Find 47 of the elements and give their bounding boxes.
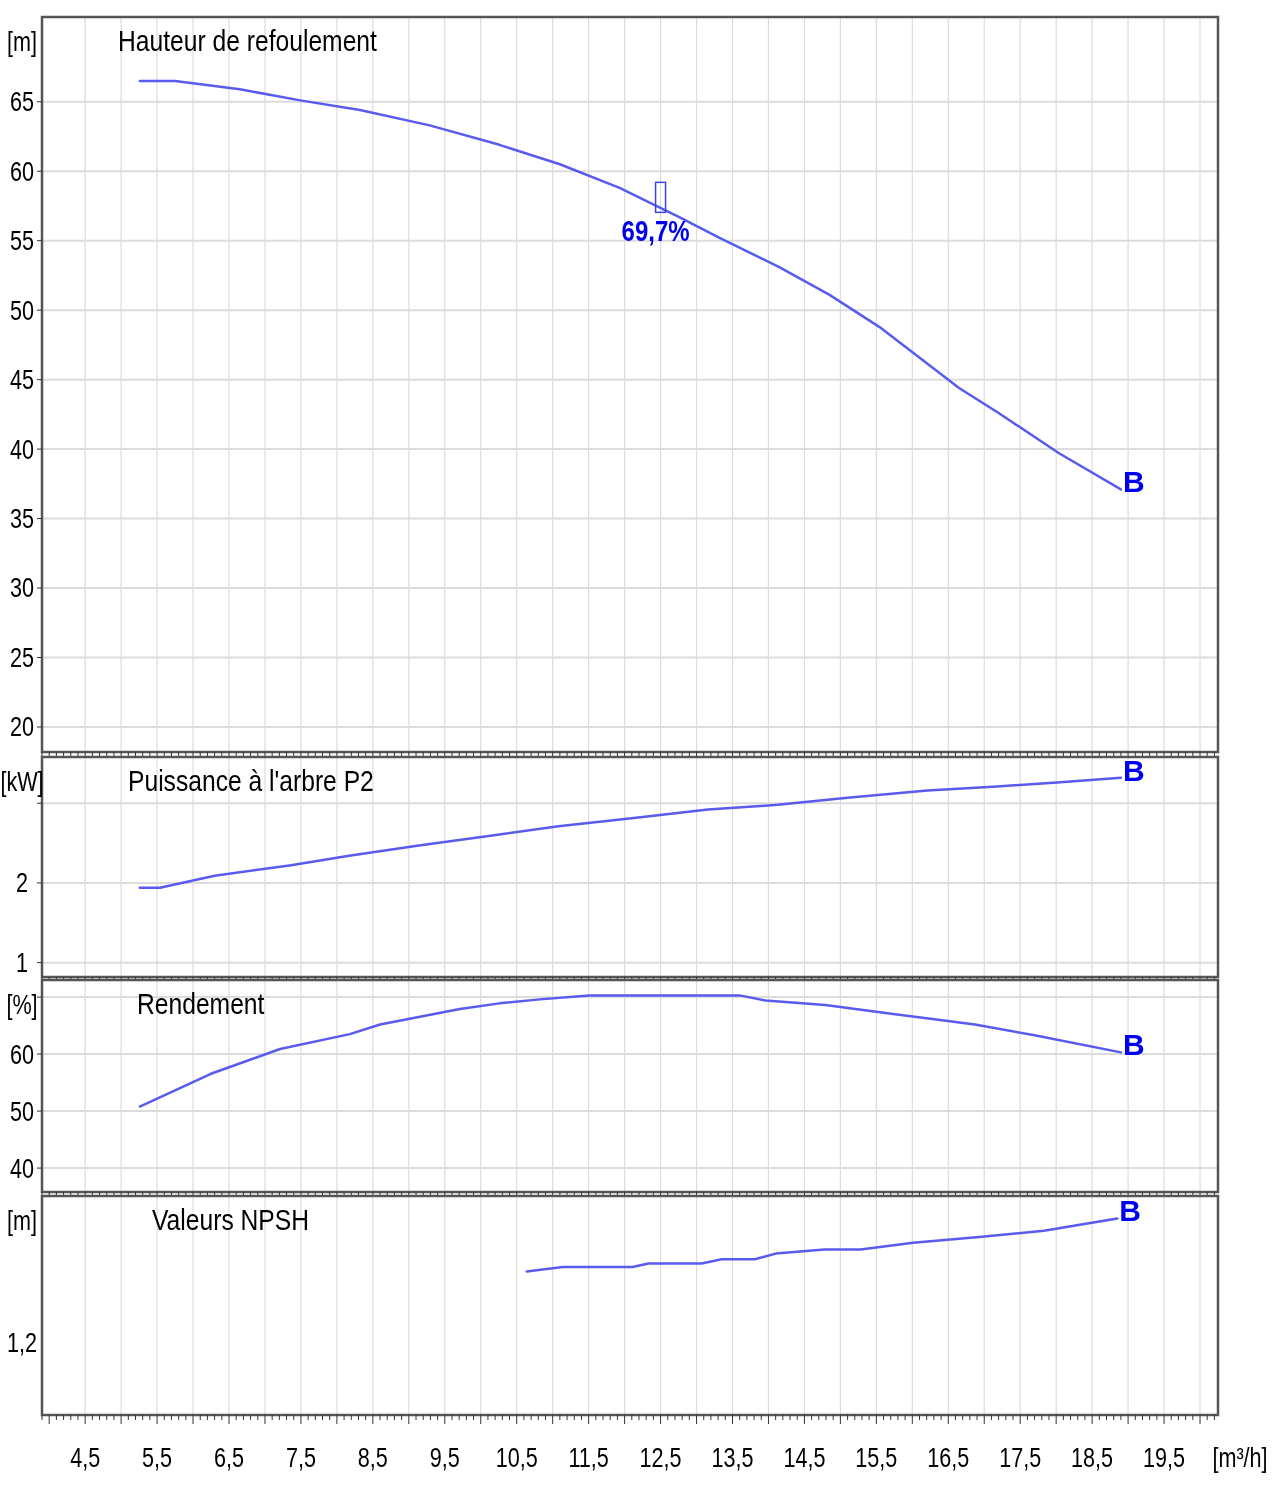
chart-title: Puissance à l'arbre P2 bbox=[128, 765, 374, 798]
x-axis-title: [m³/h] bbox=[1212, 1442, 1268, 1473]
y-tick-label: 60 bbox=[9, 1039, 35, 1070]
annotation: B bbox=[1122, 465, 1145, 499]
x-tick-label: 13,5 bbox=[711, 1442, 754, 1473]
y-tick-label: 25 bbox=[9, 642, 35, 673]
y-tick-label: 2 bbox=[16, 868, 28, 898]
y-tick-label: 30 bbox=[9, 573, 35, 604]
x-tick-label: 10,5 bbox=[495, 1442, 538, 1473]
x-tick-label: 8,5 bbox=[357, 1442, 388, 1473]
x-tick-label: 19,5 bbox=[1143, 1442, 1186, 1473]
y-tick-label: 45 bbox=[9, 364, 35, 395]
x-tick-label: 4,5 bbox=[70, 1442, 101, 1473]
y-tick-label: 50 bbox=[9, 1096, 35, 1127]
x-tick-label: 5,5 bbox=[142, 1442, 173, 1473]
x-tick-label: 12,5 bbox=[639, 1442, 682, 1473]
y-tick-label: 20 bbox=[9, 712, 35, 742]
line-series bbox=[138, 79, 1123, 491]
x-tick-label: 11,5 bbox=[568, 1442, 609, 1473]
text: 1,2 bbox=[6, 1328, 38, 1358]
x-tick-label: 7,5 bbox=[285, 1442, 316, 1473]
y-axis-title: [m] bbox=[7, 26, 37, 57]
x-tick-label: 17,5 bbox=[999, 1442, 1042, 1473]
y-tick-label: 35 bbox=[9, 503, 35, 534]
y-tick-label: 50 bbox=[9, 295, 35, 326]
x-tick-label: 15,5 bbox=[855, 1442, 898, 1473]
y-tick-label: 60 bbox=[9, 156, 35, 187]
y-axis-title: [%] bbox=[6, 989, 38, 1020]
x-tick-label: 16,5 bbox=[927, 1442, 970, 1473]
x-tick-label: 6,5 bbox=[214, 1442, 245, 1473]
y-tick-label: 1 bbox=[16, 947, 28, 978]
chart-title: Valeurs NPSH bbox=[152, 1204, 310, 1237]
chart-title: Rendement bbox=[137, 988, 265, 1021]
x-tick-label: 18,5 bbox=[1071, 1442, 1114, 1473]
annotation: B bbox=[1122, 1028, 1145, 1062]
y-tick-label: 40 bbox=[9, 1153, 35, 1184]
annotation: 69,7% bbox=[621, 213, 690, 248]
y-tick-label: 65 bbox=[9, 86, 35, 117]
chart-title: Hauteur de refoulement bbox=[118, 25, 378, 58]
x-tick-label: 14,5 bbox=[783, 1442, 826, 1473]
annotation: B bbox=[1119, 1194, 1141, 1228]
annotation: B bbox=[1122, 753, 1145, 787]
y-tick-label: 40 bbox=[9, 434, 35, 465]
x-tick-label: 9,5 bbox=[429, 1442, 460, 1473]
line-series bbox=[138, 994, 1123, 1108]
y-axis-title: [m] bbox=[7, 1205, 37, 1236]
y-tick-label: 55 bbox=[9, 225, 35, 256]
